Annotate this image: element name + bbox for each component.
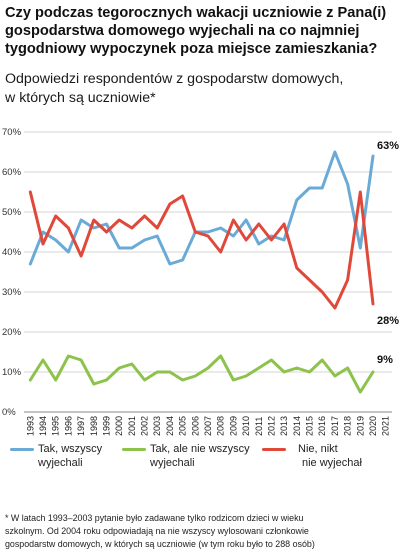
x-tick-label: 2010 <box>241 416 251 436</box>
x-tick-label: 2000 <box>114 416 124 436</box>
series-line <box>28 150 375 266</box>
x-tick-label: 2005 <box>178 416 188 436</box>
x-tick-label: 2001 <box>127 416 137 436</box>
y-tick-label: 0% <box>2 407 16 418</box>
legend-item-all-left: Tak, wszyscy wyjechali <box>38 442 102 470</box>
end-value-label: 28% <box>377 315 399 327</box>
footnote-line: gospodarstw domowych, w których są uczni… <box>5 539 315 549</box>
legend-label: nie wyjechał <box>302 457 362 469</box>
x-tick-label: 2017 <box>330 416 340 436</box>
legend-item-some-left: Tak, ale nie wszyscy wyjechali <box>150 442 250 470</box>
end-value-label: 9% <box>377 354 393 366</box>
y-tick-label: 70% <box>2 127 22 138</box>
x-tick-label: 2013 <box>279 416 289 436</box>
y-tick-label: 20% <box>2 327 22 338</box>
footnote-line: szkolnym. Od 2004 roku odpowiadają na ni… <box>5 526 309 536</box>
x-tick-label: 2019 <box>355 416 365 436</box>
x-tick-label: 2003 <box>152 416 162 436</box>
y-tick-label: 30% <box>2 287 22 298</box>
chart-title: Czy podczas tegorocznych wakacji uczniow… <box>5 5 387 57</box>
legend-label: Tak, ale nie wszyscy <box>150 443 250 455</box>
x-tick-label: 2012 <box>266 416 276 436</box>
x-tick-label: 2006 <box>190 416 200 436</box>
x-tick-label: 2011 <box>254 417 264 436</box>
legend-item-none-left: Nie, nikt nie wyjechał <box>298 442 362 470</box>
x-tick-label: 2002 <box>140 416 150 436</box>
x-tick-label: 2008 <box>216 416 226 436</box>
y-tick-label: 50% <box>2 207 22 218</box>
legend-label: Tak, wszyscy <box>38 443 103 455</box>
end-value-label: 63% <box>377 140 399 152</box>
legend-swatch-green <box>122 448 146 451</box>
y-tick-label: 60% <box>2 167 22 178</box>
x-tick-label: 1995 <box>51 416 61 436</box>
footnote-line: * W latach 1993–2003 pytanie było zadawa… <box>5 513 304 523</box>
x-tick-label: 1993 <box>25 416 35 436</box>
chart-subtitle: Odpowiedzi respondentów z gospodarstw do… <box>5 70 395 108</box>
x-tick-label: 2014 <box>292 416 302 436</box>
legend-label: wyjechali <box>38 457 83 469</box>
subtitle-line-1: Odpowiedzi respondentów z gospodarstw do… <box>5 71 344 87</box>
x-tick-label: 2021 <box>381 416 391 436</box>
legend-swatch-blue <box>10 448 34 451</box>
x-tick-label: 2016 <box>317 416 327 436</box>
x-tick-label: 2015 <box>305 416 315 436</box>
x-tick-label: 1996 <box>63 416 73 436</box>
x-tick-label: 2020 <box>368 416 378 436</box>
y-tick-label: 10% <box>2 367 22 378</box>
series-line <box>28 190 375 310</box>
x-tick-label: 2018 <box>343 416 353 436</box>
x-tick-label: 1997 <box>76 416 86 436</box>
legend-swatch-red <box>262 448 286 451</box>
x-tick-label: 1999 <box>101 416 111 436</box>
x-tick-label: 2007 <box>203 416 213 436</box>
legend-label: Nie, nikt <box>298 443 338 455</box>
x-tick-label: 2004 <box>165 416 175 436</box>
x-tick-label: 1994 <box>38 416 48 436</box>
series-line <box>28 354 375 394</box>
y-tick-label: 40% <box>2 247 22 258</box>
x-tick-label: 1998 <box>89 416 99 436</box>
x-tick-label: 2009 <box>228 416 238 436</box>
footnote: * W latach 1993–2003 pytanie było zadawa… <box>5 512 397 551</box>
legend-label: wyjechali <box>150 457 195 469</box>
subtitle-line-2: w których są uczniowie* <box>5 90 156 106</box>
